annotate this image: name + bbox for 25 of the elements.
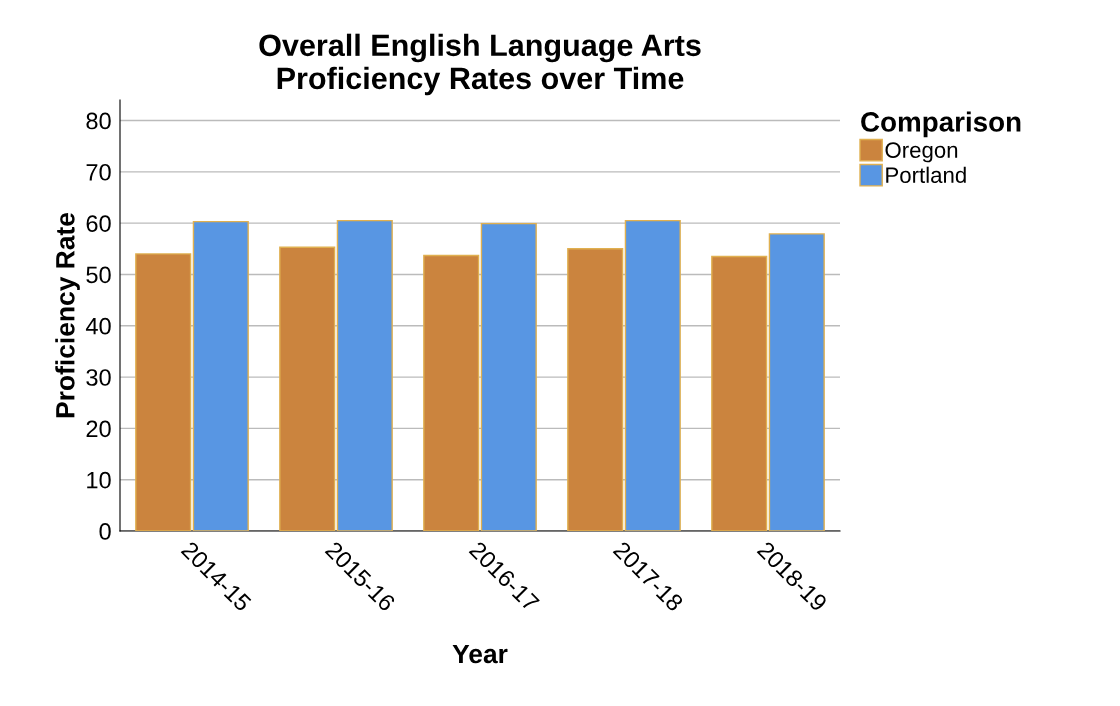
x-axis-title: Year — [452, 644, 508, 664]
y-tick-label: 30 — [86, 369, 111, 386]
bar — [423, 254, 480, 531]
y-tick-label: 70 — [86, 163, 111, 181]
bar — [768, 233, 825, 531]
bar — [711, 255, 768, 531]
y-tick-label: 0 — [99, 523, 111, 540]
bar — [336, 219, 393, 531]
bar — [279, 246, 336, 531]
bar — [135, 253, 192, 531]
bar — [624, 219, 681, 531]
y-tick-label: 10 — [87, 471, 111, 489]
bar — [567, 248, 624, 531]
legend-label: Oregon — [885, 142, 958, 163]
y-axis-title: Proficiency Rate — [55, 213, 80, 418]
y-tick-label: 20 — [86, 420, 111, 438]
bar — [192, 220, 249, 531]
bar — [480, 222, 537, 531]
legend-title: Comparison — [861, 111, 1021, 138]
y-tick-label: 40 — [85, 317, 111, 335]
y-tick-label: 80 — [86, 112, 111, 130]
y-tick-label: 50 — [86, 266, 111, 284]
legend-label: Portland — [886, 166, 966, 183]
chart-title: Overall English Language Arts Proficiency Rates over Time — [259, 33, 701, 96]
y-tick-label: 60 — [86, 215, 111, 232]
